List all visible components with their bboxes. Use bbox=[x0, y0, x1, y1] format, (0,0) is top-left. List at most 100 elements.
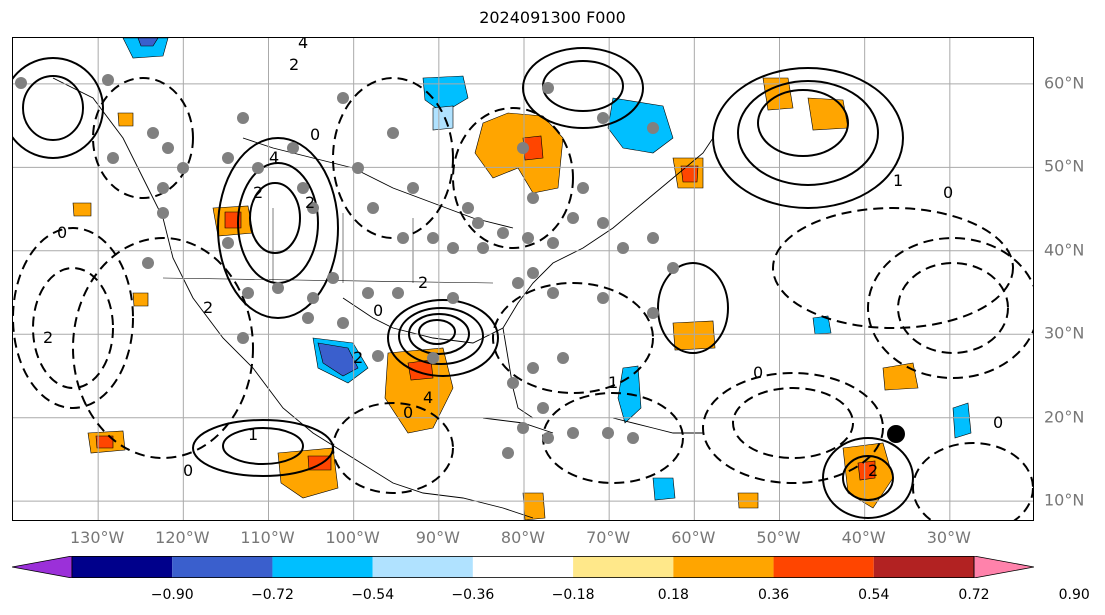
positive-anomaly-area bbox=[474, 112, 564, 194]
positive-anomaly-area bbox=[680, 165, 699, 183]
colorbar-segment bbox=[72, 556, 173, 578]
latitude-label: 10°N bbox=[1044, 490, 1085, 510]
positive-anomaly-area bbox=[224, 211, 242, 229]
contour-label: 2 bbox=[253, 183, 263, 202]
station-dot bbox=[272, 282, 284, 294]
station-dot bbox=[177, 162, 189, 174]
station-dot bbox=[102, 74, 114, 86]
station-dot bbox=[397, 232, 409, 244]
negative-anomaly-area bbox=[952, 402, 972, 439]
contour-label: 1 bbox=[608, 373, 618, 392]
map-title: 2024091300 F000 bbox=[479, 8, 626, 27]
longitude-label: 130°W bbox=[69, 528, 125, 547]
contour-label: 4 bbox=[423, 388, 433, 407]
positive-anomaly-area bbox=[277, 447, 339, 499]
station-dot bbox=[107, 152, 119, 164]
station-dot bbox=[307, 292, 319, 304]
station-dot bbox=[447, 292, 459, 304]
positive-anomaly-area bbox=[384, 347, 454, 434]
negative-anomaly-area bbox=[652, 477, 676, 501]
longitude-label: 80°W bbox=[500, 528, 546, 547]
colorbar-tick-label: −0.72 bbox=[250, 587, 294, 603]
station-dot bbox=[517, 422, 529, 434]
station-dot bbox=[447, 242, 459, 254]
contour-label: 0 bbox=[403, 403, 413, 422]
positive-anomaly-area bbox=[132, 292, 149, 307]
contour-label: 0 bbox=[57, 223, 67, 242]
colorbar-extend-low bbox=[12, 556, 73, 578]
colorbar-border bbox=[71, 556, 975, 578]
station-dot bbox=[337, 92, 349, 104]
contour-label: 0 bbox=[993, 413, 1003, 432]
station-dot bbox=[427, 352, 439, 364]
station-dot bbox=[477, 242, 489, 254]
longitude-label: 40°W bbox=[841, 528, 886, 547]
station-dot bbox=[557, 352, 569, 364]
colorbar-segment bbox=[573, 556, 674, 578]
station-dot bbox=[472, 217, 484, 229]
colorbar-segment bbox=[372, 556, 473, 578]
colorbar-tick-label: 0.72 bbox=[958, 587, 990, 603]
latitude-label: 50°N bbox=[1044, 156, 1085, 176]
station-dot bbox=[367, 202, 379, 214]
negative-anomaly-area bbox=[432, 105, 454, 131]
station-dot bbox=[602, 427, 614, 439]
station-markers bbox=[15, 74, 679, 459]
station-dot bbox=[392, 287, 404, 299]
station-dot bbox=[517, 142, 529, 154]
station-dot bbox=[522, 232, 534, 244]
station-dot bbox=[527, 362, 539, 374]
station-dot bbox=[597, 217, 609, 229]
colorbar bbox=[12, 556, 1034, 578]
latitude-label: 20°N bbox=[1044, 407, 1085, 427]
station-dot bbox=[497, 227, 509, 239]
station-dot bbox=[567, 212, 579, 224]
contours-solid bbox=[13, 47, 914, 519]
station-dot bbox=[667, 262, 679, 274]
station-dot bbox=[512, 277, 524, 289]
longitude-label: 100°W bbox=[325, 528, 380, 547]
positive-anomaly-area bbox=[807, 97, 849, 131]
colorbar-tick-label: −0.54 bbox=[351, 587, 395, 603]
colorbar-tick-label: 0.90 bbox=[1058, 587, 1090, 603]
station-dot bbox=[577, 182, 589, 194]
station-dot bbox=[307, 202, 319, 214]
station-dot bbox=[647, 232, 659, 244]
colorbar-extend-high bbox=[973, 556, 1034, 578]
station-dot bbox=[337, 317, 349, 329]
negative-anomaly-area bbox=[317, 342, 359, 377]
positive-anomaly-area bbox=[857, 460, 876, 481]
contour-label: 0 bbox=[943, 183, 953, 202]
colorbar-segment bbox=[773, 556, 874, 578]
positive-anomaly-area bbox=[882, 362, 919, 391]
colorbar-segment bbox=[873, 556, 974, 578]
positive-anomaly-area bbox=[72, 202, 92, 217]
negative-anomaly-area bbox=[422, 75, 469, 114]
positive-anomaly-area bbox=[95, 435, 114, 449]
coastlines bbox=[52, 77, 714, 519]
longitude-label: 30°W bbox=[926, 528, 971, 547]
negative-anomaly-area bbox=[122, 38, 169, 59]
station-dot bbox=[427, 232, 439, 244]
station-dot bbox=[222, 237, 234, 249]
gridlines bbox=[13, 38, 1033, 520]
contour-label: 2 bbox=[418, 273, 428, 292]
station-dot bbox=[507, 377, 519, 389]
station-dot bbox=[387, 127, 399, 139]
station-dot bbox=[502, 447, 514, 459]
positive-anomaly-area bbox=[117, 112, 134, 127]
contour-label: 4 bbox=[298, 38, 308, 52]
latitude-label: 40°N bbox=[1044, 240, 1085, 260]
station-dot bbox=[352, 162, 364, 174]
colorbar-segment bbox=[673, 556, 774, 578]
station-dot bbox=[542, 82, 554, 94]
station-dot bbox=[547, 287, 559, 299]
colorbar-segment bbox=[272, 556, 373, 578]
station-dot bbox=[462, 202, 474, 214]
contour-label: 0 bbox=[310, 125, 320, 144]
colorbar-tick-label: −0.90 bbox=[150, 587, 194, 603]
contour-label: 2 bbox=[43, 328, 53, 347]
station-dot bbox=[157, 207, 169, 219]
station-dot bbox=[147, 127, 159, 139]
